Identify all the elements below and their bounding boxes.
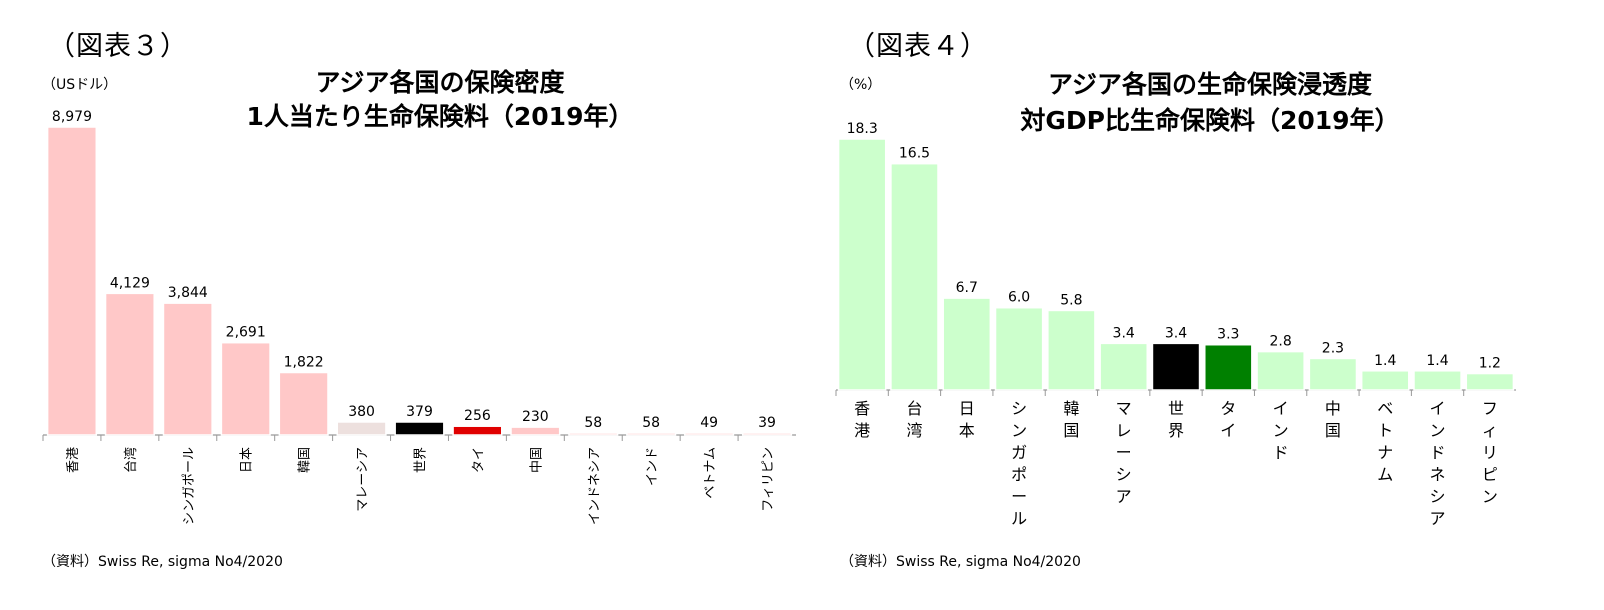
category-label: 香港 [854,399,870,440]
data-label: 380 [348,404,375,420]
data-label: 18.3 [847,121,878,137]
y-unit-label: （USドル） [42,77,118,93]
bar-cat-11 [1413,370,1462,391]
bar-cat-0 [837,138,887,391]
figure-label: （図表４） [848,31,988,62]
category-label: インド [645,447,660,486]
data-label: 16.5 [899,146,930,162]
bar-cat-2 [162,302,213,436]
bar-cat-11 [684,432,735,436]
bar-cat-10 [626,432,677,436]
chart-panel-insurance-density: （図表３） （USドル） アジア各国の保険密度 1人当たり生命保険料（2019年… [42,31,796,570]
data-label: 6.7 [956,280,978,296]
data-label: 8,979 [52,109,92,125]
category-label: 日本 [240,447,255,473]
data-label: 1.4 [1374,353,1396,369]
category-label: タイ [1220,399,1236,440]
category-label: 韓国 [298,447,313,473]
bar-cat-12 [1465,372,1515,391]
data-label: 39 [758,415,776,431]
data-label: 58 [642,415,660,431]
category-label: マレーシア [1116,399,1132,506]
source-note: （資料）Swiss Re, sigma No4/2020 [42,554,283,570]
bar-cat-9 [568,432,619,436]
data-label: 230 [522,409,549,425]
data-label: 1.4 [1426,353,1448,369]
data-label: 256 [464,408,491,424]
data-label: 1.2 [1479,356,1501,372]
category-label: ベトナム [1377,399,1393,484]
category-label: 台湾 [123,447,139,473]
bar-cat-1 [104,292,155,436]
category-label: マレーシア [356,447,371,512]
bar-cat-5 [1099,342,1148,391]
bar-cat-2 [942,297,992,391]
category-label: フィリピン [1482,399,1498,506]
figure-label: （図表３） [48,31,188,62]
category-label: タイ [471,447,486,473]
bar-chart-insurance-penetration: 18.3 香港 16.5 台湾 6.7 日本 6.0 シンガポール 5.8 韓国 3.4 マレーシア 3… [835,121,1516,528]
data-label: 3.4 [1165,325,1187,341]
bar-cat-8 [510,426,561,436]
category-label: シンガポール [182,447,197,525]
chart-title-line1: アジア各国の生命保険浸透度 [1047,70,1372,99]
category-label: 中国 [529,447,544,473]
data-label: 2.3 [1322,340,1344,356]
category-label: 韓国 [1063,399,1079,440]
chart-title-line1: アジア各国の保険密度 [315,68,565,97]
source-note: （資料）Swiss Re, sigma No4/2020 [840,554,1081,570]
bar-cat-0 [46,126,98,436]
bar-cat-4 [278,371,329,436]
chart-title-line2: 対GDP比生命保険料（2019年） [1020,106,1400,135]
category-label: 香港 [66,447,81,473]
bar-chart-insurance-density: 8,979 香港 4,129 台湾 3,844 シンガポール 2,691 日本 1,822 韓国 3… [42,109,796,525]
data-label: 5.8 [1060,292,1082,308]
bar-cat-7 [452,425,503,436]
y-unit-label: （%） [840,77,882,93]
data-label: 58 [584,415,602,431]
data-label: 3.4 [1113,325,1135,341]
category-label: 日本 [959,399,975,440]
bar-cat-1 [890,162,939,391]
bar-cat-4 [1047,309,1096,391]
category-label: 台湾 [906,399,922,440]
bar-cat-5 [336,421,387,436]
bar-cat-10 [1360,370,1410,391]
data-label: 3.3 [1217,327,1239,343]
chart-title-line2: 1人当たり生命保険料（2019年） [246,102,634,131]
bar-cat-3 [994,306,1044,391]
category-label: インドネシア [1430,399,1446,528]
category-label: インドネシア [587,447,602,525]
bar-cat-7 [1204,343,1253,391]
bar-cat-6 [1151,342,1201,391]
data-label: 2.8 [1269,334,1291,350]
category-label: ベトナム [703,447,718,499]
bar-cat-6 [394,421,445,436]
data-label: 6.0 [1008,290,1030,306]
bar-cat-3 [220,341,271,436]
data-label: 49 [700,415,718,431]
category-label: 世界 [414,447,429,473]
category-label: フィリピン [761,447,776,512]
category-label: 世界 [1168,399,1184,440]
chart-panel-insurance-penetration: （図表４） （%） アジア各国の生命保険浸透度 対GDP比生命保険料（2019年… [820,0,1604,610]
data-label: 2,691 [226,325,266,341]
data-label: 379 [406,404,433,420]
data-label: 3,844 [168,285,208,301]
data-label: 4,129 [110,275,150,291]
data-label: 1,822 [284,355,324,371]
bar-cat-9 [1308,357,1358,391]
bar-cat-8 [1256,350,1305,391]
category-label: シンガポール [1011,399,1027,528]
category-label: 中国 [1325,399,1341,440]
category-label: インド [1273,399,1289,462]
bar-cat-12 [741,432,793,436]
